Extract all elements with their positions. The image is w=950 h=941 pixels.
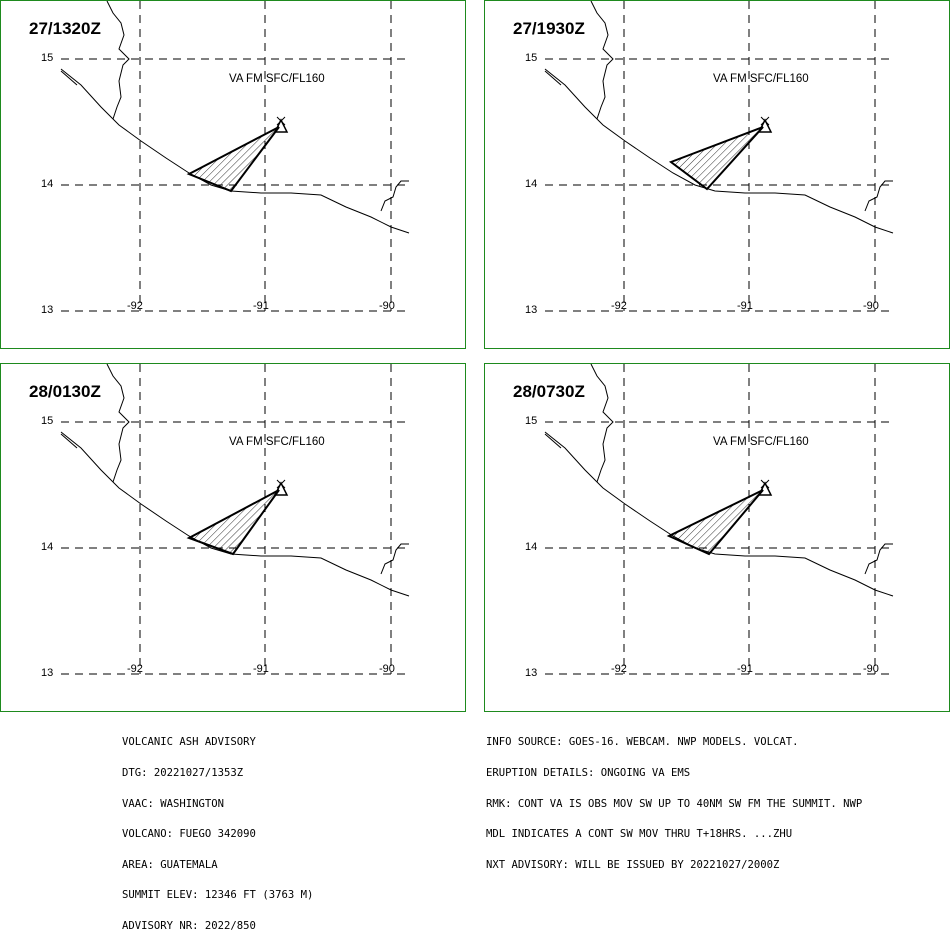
lon-tick-90: -90 bbox=[379, 663, 395, 675]
map-panel-4: 28/0730Z VA FM SFC/FL160 15 14 13 -92 -9… bbox=[484, 363, 950, 712]
remarks-line-1: RMK: CONT VA IS OBS MOV SW UP TO 40NM SW… bbox=[486, 797, 863, 810]
lat-tick-15: 15 bbox=[41, 52, 54, 64]
map-1 bbox=[60, 1, 411, 312]
lat-tick-14: 14 bbox=[41, 178, 54, 190]
lon-tick-92: -92 bbox=[127, 663, 143, 675]
valid-time-label: 28/0130Z bbox=[29, 382, 101, 401]
lat-tick-13: 13 bbox=[525, 304, 538, 316]
advisory-volcano: VOLCANO: FUEGO 342090 bbox=[122, 828, 256, 841]
volcano-icon bbox=[273, 479, 289, 496]
lon-tick-91: -91 bbox=[253, 663, 269, 675]
volcano-icon bbox=[273, 116, 289, 133]
ash-level-label: VA FM SFC/FL160 bbox=[229, 436, 325, 448]
next-advisory: NXT ADVISORY: WILL BE ISSUED BY 20221027… bbox=[486, 858, 780, 871]
lon-tick-92: -92 bbox=[611, 663, 627, 675]
map-2 bbox=[544, 1, 895, 312]
lon-tick-90: -90 bbox=[863, 663, 879, 675]
valid-time-label: 28/0730Z bbox=[513, 382, 585, 401]
remarks-line-2: MDL INDICATES A CONT SW MOV THRU T+18HRS… bbox=[486, 828, 793, 841]
lon-tick-91: -91 bbox=[737, 663, 753, 675]
eruption-details: ERUPTION DETAILS: ONGOING VA EMS bbox=[486, 767, 691, 780]
valid-time-label: 27/1930Z bbox=[513, 19, 585, 38]
advisory-info-right: INFO SOURCE: GOES-16. WEBCAM. NWP MODELS… bbox=[486, 717, 862, 880]
ash-level-label: VA FM SFC/FL160 bbox=[229, 73, 325, 85]
advisory-summit-elev: SUMMIT ELEV: 12346 FT (3763 M) bbox=[122, 889, 314, 902]
lon-tick-91: -91 bbox=[253, 300, 269, 312]
lat-tick-15: 15 bbox=[41, 415, 54, 427]
lat-tick-14: 14 bbox=[525, 178, 538, 190]
lon-tick-90: -90 bbox=[379, 300, 395, 312]
advisory-vaac: VAAC: WASHINGTON bbox=[122, 797, 225, 810]
map-panel-3: 28/0130Z VA FM SFC/FL160 15 14 13 -92 -9… bbox=[0, 363, 466, 712]
lat-tick-13: 13 bbox=[525, 667, 538, 679]
volcano-icon bbox=[757, 116, 773, 133]
info-source: INFO SOURCE: GOES-16. WEBCAM. NWP MODELS… bbox=[486, 736, 799, 749]
map-panel-1: 27/1320Z VA FM SFC/FL160 15 14 13 -92 -9… bbox=[0, 0, 466, 349]
volcano-icon bbox=[757, 479, 773, 496]
advisory-dtg: DTG: 20221027/1353Z bbox=[122, 767, 244, 780]
lon-tick-91: -91 bbox=[737, 300, 753, 312]
map-4 bbox=[544, 364, 895, 675]
lat-tick-15: 15 bbox=[525, 52, 538, 64]
lat-tick-13: 13 bbox=[41, 667, 54, 679]
advisory-title: VOLCANIC ASH ADVISORY bbox=[122, 736, 256, 749]
ash-level-label: VA FM SFC/FL160 bbox=[713, 436, 809, 448]
lon-tick-92: -92 bbox=[127, 300, 143, 312]
lat-tick-13: 13 bbox=[41, 304, 54, 316]
map-3 bbox=[60, 364, 411, 675]
lon-tick-90: -90 bbox=[863, 300, 879, 312]
advisory-info-left: VOLCANIC ASH ADVISORY DTG: 20221027/1353… bbox=[122, 717, 313, 941]
advisory-number: ADVISORY NR: 2022/850 bbox=[122, 920, 256, 933]
ash-level-label: VA FM SFC/FL160 bbox=[713, 73, 809, 85]
lat-tick-14: 14 bbox=[525, 541, 538, 553]
advisory-area: AREA: GUATEMALA bbox=[122, 858, 218, 871]
lon-tick-92: -92 bbox=[611, 300, 627, 312]
valid-time-label: 27/1320Z bbox=[29, 19, 101, 38]
lat-tick-14: 14 bbox=[41, 541, 54, 553]
lat-tick-15: 15 bbox=[525, 415, 538, 427]
map-panel-2: 27/1930Z VA FM SFC/FL160 15 14 13 -92 -9… bbox=[484, 0, 950, 349]
